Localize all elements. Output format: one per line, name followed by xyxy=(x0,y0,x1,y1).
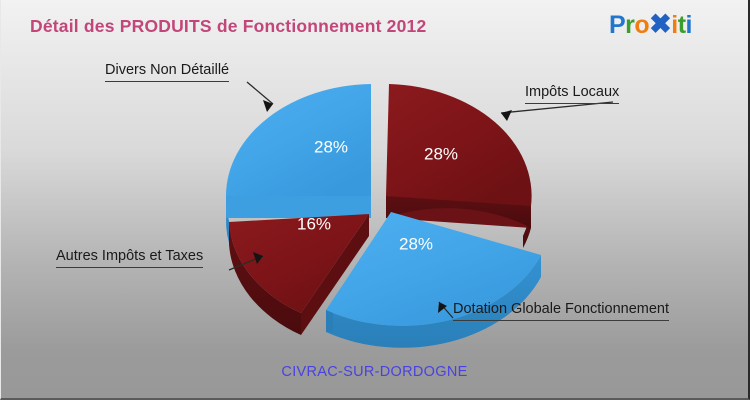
callout-label-autres-impots-et-taxes: Autres Impôts et Taxes xyxy=(56,248,204,268)
logo-letter-6: i xyxy=(685,11,693,39)
slice-dotation-globale-fonctionnement[interactable] xyxy=(326,212,541,326)
callout-label-impots-locaux: Impôts Locaux xyxy=(525,84,620,104)
slice-side-autres xyxy=(229,214,369,335)
callout-arrowheads xyxy=(253,100,512,313)
commune-name: CIVRAC-SUR-DORDOGNE xyxy=(281,364,468,380)
slice-side-dotation xyxy=(326,255,541,348)
proxiti-logo[interactable]: Pro✖iti xyxy=(608,9,693,39)
slice-autres-impots-et-taxes[interactable] xyxy=(229,214,369,313)
logo-letter-3: ✖ xyxy=(649,9,672,39)
slice-impots-locaux[interactable] xyxy=(386,84,532,206)
logo-letter-0: P xyxy=(608,11,626,39)
logo-letter-5: t xyxy=(677,11,686,39)
logo-letter-4: i xyxy=(671,11,678,39)
slice-label-impots: 28% xyxy=(424,144,458,163)
slice-label-autres: 16% xyxy=(297,214,331,233)
logo-letter-2: o xyxy=(634,11,650,39)
page-title: Détail des PRODUITS de Fonctionnement 20… xyxy=(30,16,427,36)
slice-divers-non-detaille[interactable] xyxy=(226,84,371,196)
slice-label-dotation: 28% xyxy=(399,234,433,253)
callout-label-dotation-globale: Dotation Globale Fonctionnement xyxy=(453,301,670,321)
callout-label-divers-non-detaille: Divers Non Détaillé xyxy=(105,62,230,82)
logo-letter-1: r xyxy=(625,11,635,39)
slice-label-divers: 28% xyxy=(314,137,348,156)
